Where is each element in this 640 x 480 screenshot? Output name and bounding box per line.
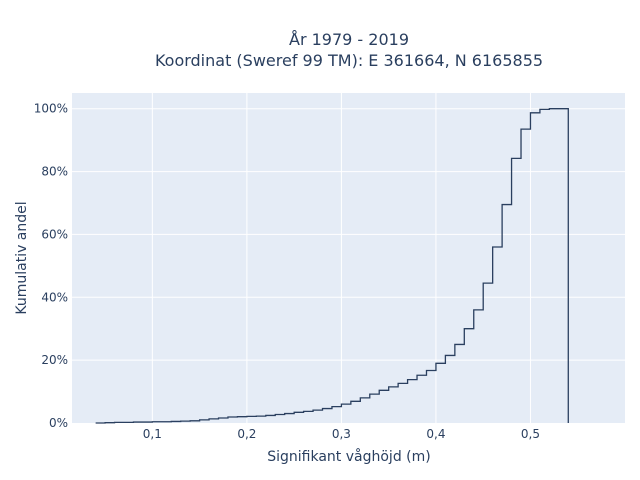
y-tick-label: 20% xyxy=(41,353,68,367)
x-axis-title: Signifikant våghöjd (m) xyxy=(267,448,430,465)
y-tick-label: 40% xyxy=(41,290,68,304)
y-gridlines xyxy=(72,108,625,361)
plot-area xyxy=(72,93,625,423)
x-tick-label: 0,2 xyxy=(237,427,256,441)
y-tick-label: 0% xyxy=(49,416,68,430)
x-tick-label: 0,4 xyxy=(426,427,445,441)
chart-title-line-1: År 1979 - 2019 xyxy=(289,30,409,49)
y-tick-label: 60% xyxy=(41,227,68,241)
x-tick-label: 0,5 xyxy=(521,427,540,441)
y-tick-label: 80% xyxy=(41,165,68,179)
y-tick-label: 100% xyxy=(34,102,68,116)
cdf-series-line xyxy=(95,108,569,424)
x-tick-labels: 0,1 0,2 0,3 0,4 0,5 xyxy=(143,427,540,441)
y-tick-labels: 0% 20% 40% 60% 80% 100% xyxy=(34,102,68,430)
x-tick-label: 0,1 xyxy=(143,427,162,441)
y-axis-title: Kumulativ andel xyxy=(14,201,30,314)
x-tick-label: 0,3 xyxy=(332,427,351,441)
series-layer xyxy=(95,108,569,424)
chart-title-line-2: Koordinat (Sweref 99 TM): E 361664, N 61… xyxy=(155,51,543,70)
